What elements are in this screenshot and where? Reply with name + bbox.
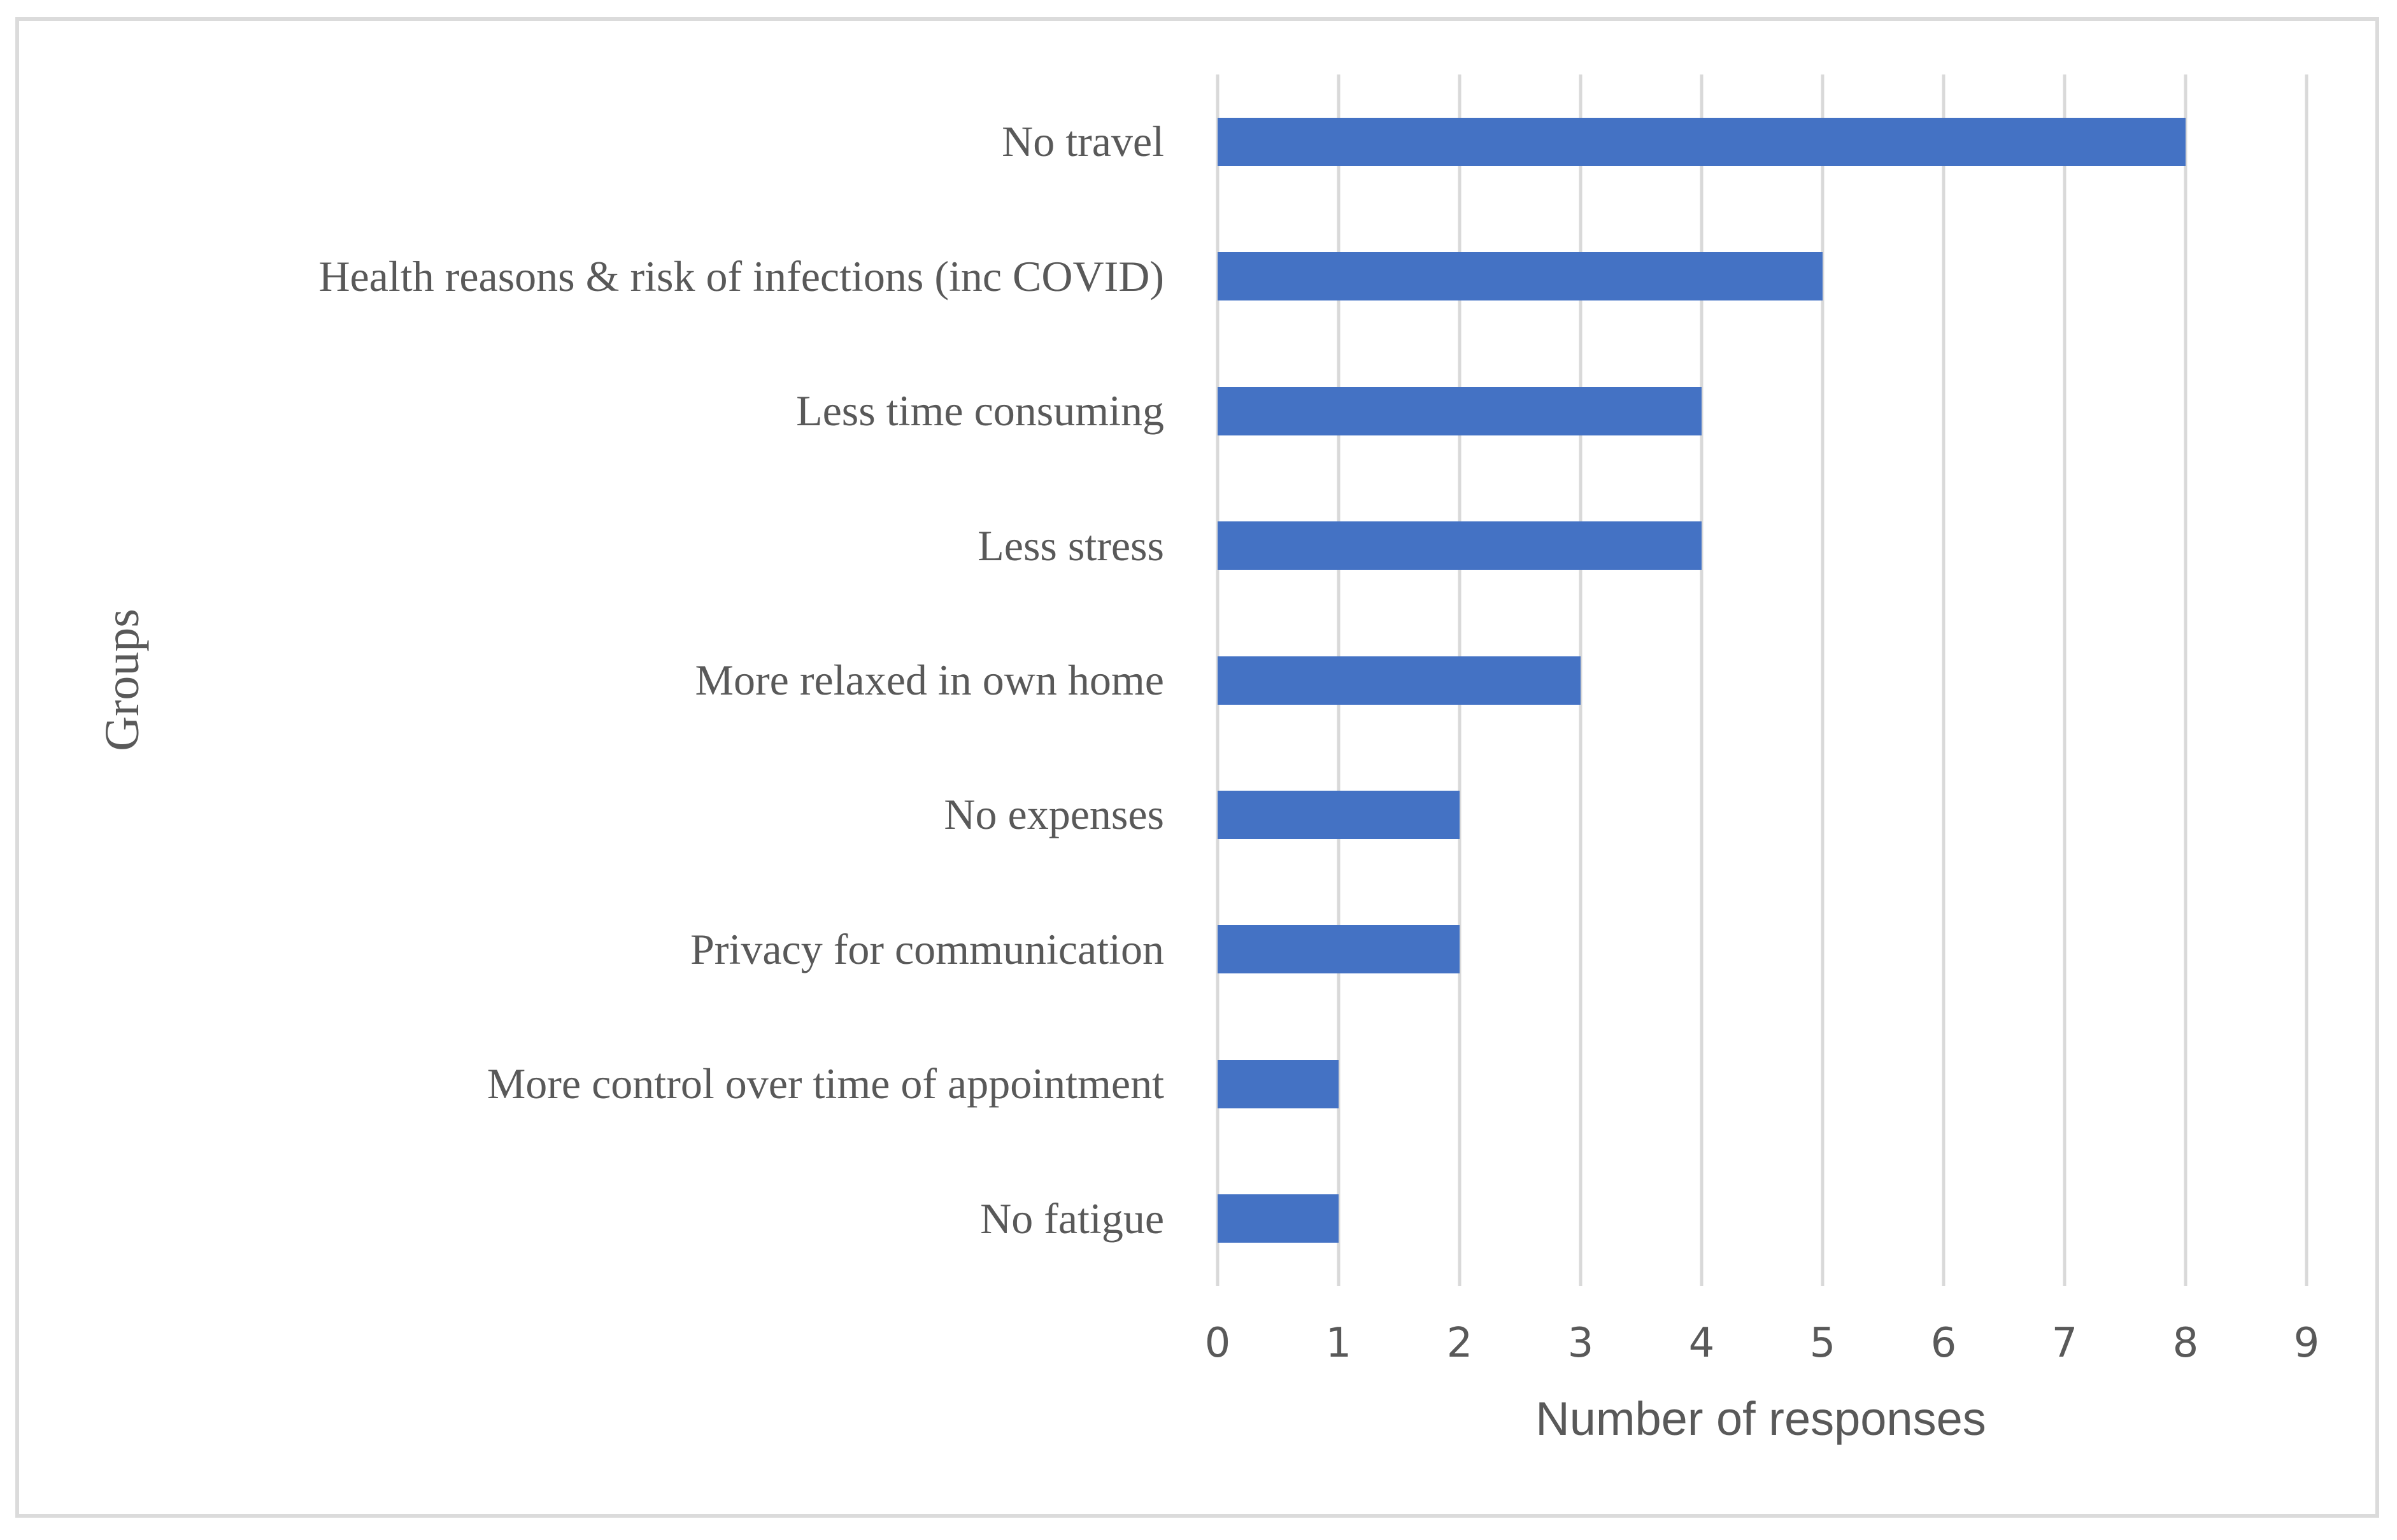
x-axis-tick-label: 5: [1809, 1320, 1836, 1367]
x-axis-title: Number of responses: [1535, 1392, 1986, 1445]
bar: [1218, 117, 2186, 166]
gridline: [1700, 74, 1704, 1286]
x-axis-tick-label: 4: [1688, 1320, 1715, 1367]
gridline: [1821, 74, 1824, 1286]
category-label: No fatigue: [980, 1194, 1164, 1243]
category-label: More relaxed in own home: [695, 655, 1164, 704]
gridline: [1942, 74, 1945, 1286]
x-axis-tick-label: 3: [1567, 1320, 1594, 1367]
gridline: [2305, 74, 2308, 1286]
x-axis-tick-label: 1: [1325, 1320, 1352, 1367]
bar: [1218, 1059, 1339, 1108]
category-label: Less stress: [978, 521, 1164, 570]
plot-area: [1216, 74, 2308, 1286]
x-axis-tick-label: 9: [2293, 1320, 2320, 1367]
category-label: More control over time of appointment: [487, 1059, 1164, 1108]
bar: [1218, 790, 1460, 839]
gridline: [2184, 74, 2187, 1286]
bar: [1218, 1194, 1339, 1243]
gridline: [2063, 74, 2066, 1286]
bar: [1218, 656, 1581, 705]
x-axis-tick-label: 7: [2051, 1320, 2078, 1367]
x-axis-tick-label: 6: [1930, 1320, 1957, 1367]
category-label: No travel: [1002, 117, 1164, 166]
bar: [1218, 521, 1702, 570]
chart-frame-border: [15, 17, 2379, 1518]
x-axis-tick-label: 0: [1204, 1320, 1231, 1367]
category-label: Privacy for communication: [690, 924, 1164, 973]
bar: [1218, 925, 1460, 974]
x-axis-tick-label: 8: [2172, 1320, 2199, 1367]
category-label: No expenses: [944, 790, 1164, 839]
x-axis-tick-label: 2: [1446, 1320, 1473, 1367]
bar: [1218, 386, 1702, 435]
category-label: Less time consuming: [796, 386, 1164, 435]
category-label: Health reasons & risk of infections (inc…: [318, 251, 1164, 300]
bar: [1218, 252, 1823, 301]
gridline: [1579, 74, 1583, 1286]
